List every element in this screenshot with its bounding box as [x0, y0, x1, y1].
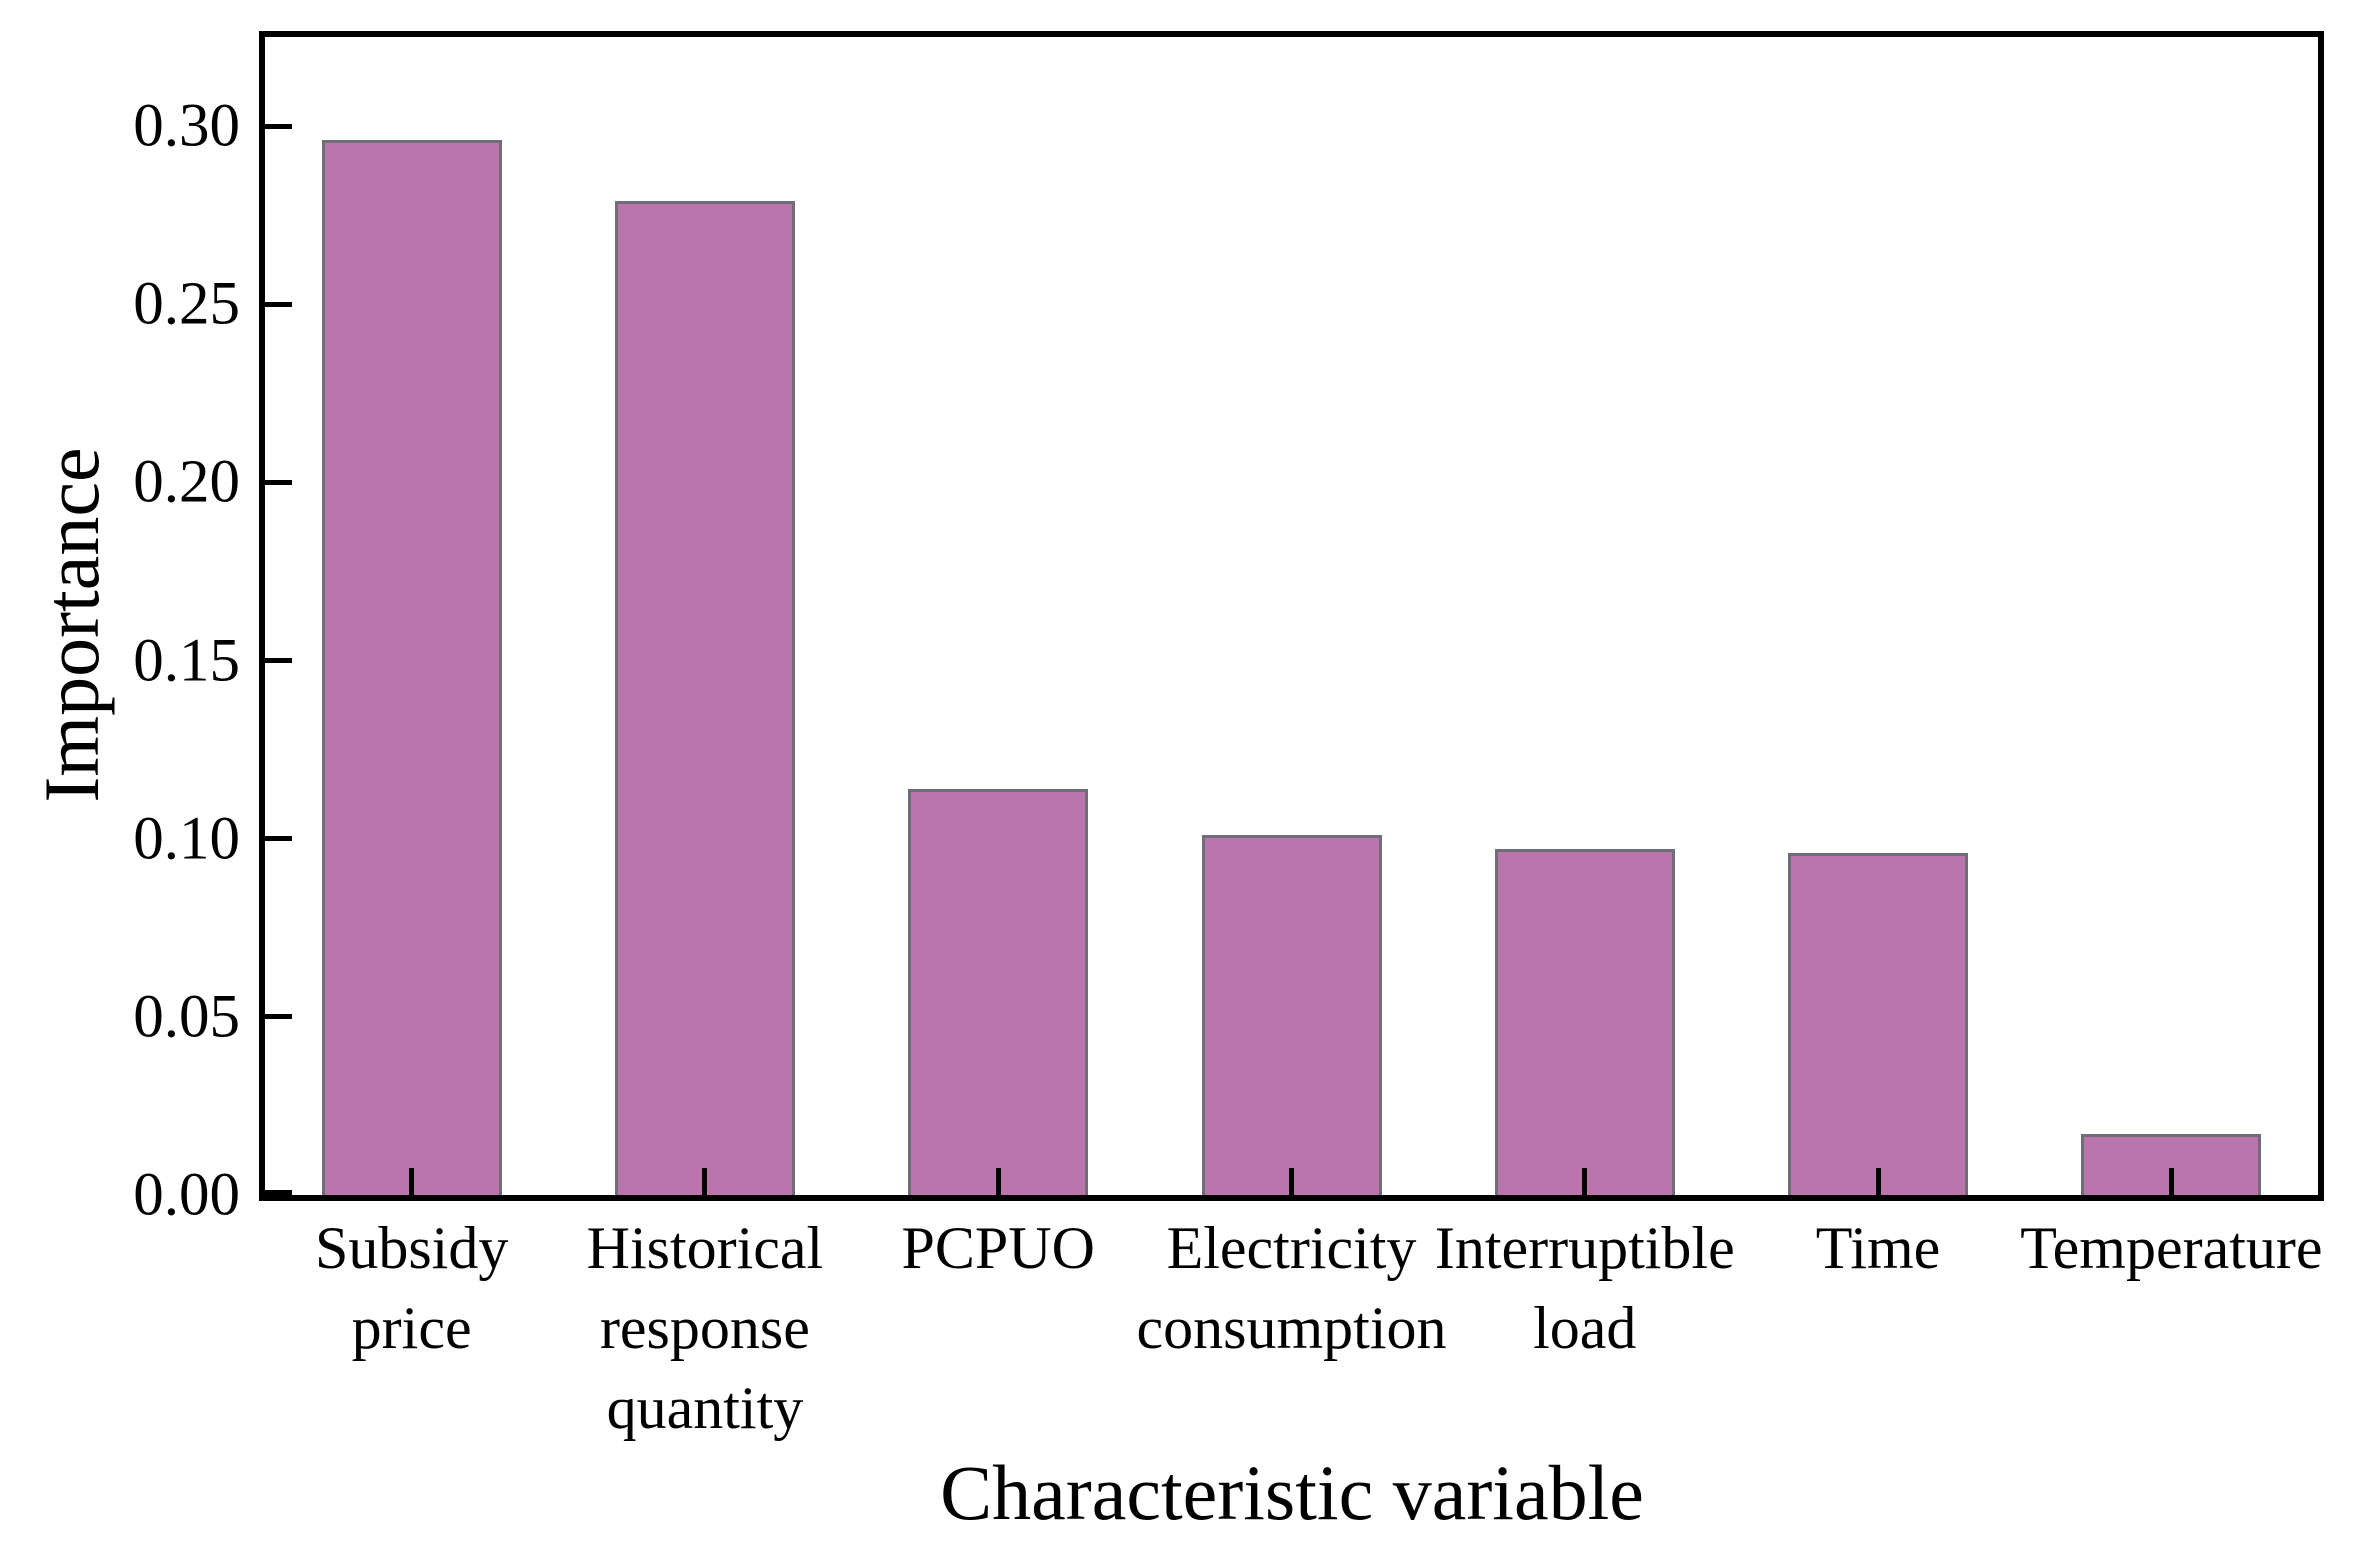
- y-axis-tick: [265, 301, 292, 307]
- plot-area: 0.00 0.05 0.10 0.15 0.20 0.25 0.30 Subsidy pric…: [133, 31, 2324, 1441]
- y-tick-label: 0.00: [133, 1161, 240, 1229]
- x-tick-label: Historical response quantity: [586, 1215, 824, 1441]
- y-tick-label: 0.20: [133, 448, 240, 516]
- y-tick-label: 0.30: [133, 92, 240, 160]
- x-tick-label: Subsidy price: [314, 1215, 509, 1361]
- x-tick-label: Temperature: [2020, 1215, 2323, 1281]
- x-axis-tick: [409, 1168, 415, 1195]
- x-axis-tick: [702, 1168, 708, 1195]
- x-axis-tick: [1582, 1168, 1588, 1195]
- y-tick-label: 0.10: [133, 805, 240, 873]
- y-tick-label: 0.15: [133, 627, 240, 695]
- y-axis-title: Importance: [28, 447, 115, 803]
- y-axis-tick: [265, 123, 292, 129]
- x-tick-label: Electricity consumption: [1136, 1215, 1447, 1361]
- bar-electricity-consumption: [1201, 835, 1382, 1195]
- x-tick-label: PCPUO: [901, 1215, 1095, 1281]
- bar-time: [1788, 852, 1969, 1195]
- y-axis-tick: [265, 479, 292, 485]
- bar-historical-response-quantity: [614, 200, 795, 1195]
- x-axis-tick: [1289, 1168, 1294, 1195]
- x-axis-title: Characteristic variable: [940, 1449, 1644, 1536]
- y-tick-label: 0.05: [133, 983, 240, 1051]
- x-axis-tick: [2168, 1168, 2174, 1195]
- y-axis-tick: [265, 658, 292, 664]
- plot-inner: 0.00 0.05 0.10 0.15 0.20 0.25 0.30 Subsidy pric…: [133, 37, 2322, 1441]
- bar-interruptible-load: [1494, 849, 1675, 1195]
- x-axis-tick: [1875, 1168, 1881, 1195]
- y-axis-tick: [265, 836, 292, 842]
- y-tick-label: 0.25: [133, 270, 240, 338]
- y-axis-tick: [265, 1014, 292, 1020]
- bar-pcpuo: [908, 788, 1089, 1195]
- bar-subsidy-price: [321, 140, 502, 1195]
- x-tick-label: Time: [1815, 1215, 1941, 1281]
- x-axis-tick: [995, 1168, 1001, 1195]
- x-tick-label: Interruptible load: [1434, 1215, 1735, 1361]
- y-axis-tick: [265, 1190, 292, 1195]
